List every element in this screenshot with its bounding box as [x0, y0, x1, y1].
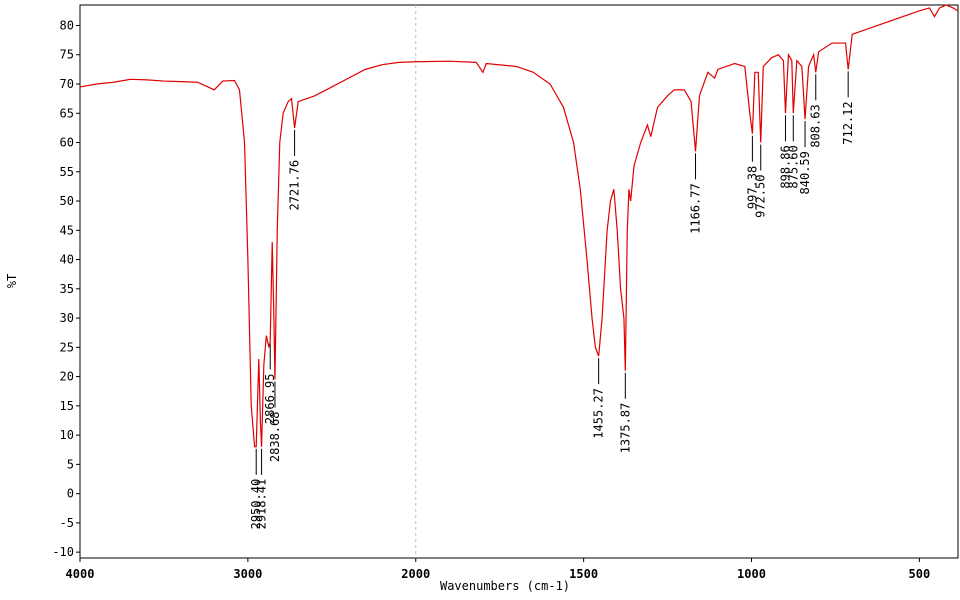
- y-tick-label: 15: [60, 399, 74, 413]
- y-tick-label: -5: [60, 516, 74, 530]
- y-tick-label: 65: [60, 106, 74, 120]
- peak-label: 997.38: [745, 166, 759, 209]
- y-tick-label: 55: [60, 165, 74, 179]
- plot-frame: [79, 4, 959, 559]
- y-tick-label: 80: [60, 18, 74, 32]
- peak-label: 2838.68: [268, 412, 282, 463]
- peak-label: 898.86: [778, 145, 792, 188]
- y-tick-label: 5: [67, 457, 74, 471]
- x-tick-label: 500: [909, 567, 931, 581]
- y-tick-label: 0: [67, 487, 74, 501]
- peak-label: 1375.87: [618, 403, 632, 454]
- peak-label: 840.59: [798, 151, 812, 194]
- y-tick-label: 60: [60, 136, 74, 150]
- peak-label: 1455.27: [592, 388, 606, 439]
- peak-label: 712.12: [841, 101, 855, 144]
- y-tick-label: 30: [60, 311, 74, 325]
- y-tick-label: 25: [60, 340, 74, 354]
- peak-label: 2866.95: [263, 373, 277, 424]
- y-tick-label: 35: [60, 282, 74, 296]
- y-tick-label: 20: [60, 370, 74, 384]
- peak-label: 972.50: [754, 175, 768, 218]
- y-tick-label: 70: [60, 77, 74, 91]
- peak-label: 2950.40: [249, 479, 263, 530]
- y-tick-label: 40: [60, 253, 74, 267]
- peak-label: 1166.77: [689, 183, 703, 234]
- x-tick-label: 1000: [737, 567, 766, 581]
- peak-label: 2721.76: [288, 160, 302, 211]
- y-tick-label: 50: [60, 194, 74, 208]
- y-axis-title: %T: [5, 274, 19, 288]
- x-tick-label: 2000: [401, 567, 430, 581]
- peak-label: 2918.41: [255, 479, 269, 530]
- y-tick-label: 45: [60, 223, 74, 237]
- x-tick-label: 4000: [66, 567, 95, 581]
- peak-label: 875.60: [786, 145, 800, 188]
- spectrum-line: [79, 4, 959, 448]
- x-axis-title: Wavenumbers (cm-1): [440, 579, 570, 593]
- x-tick-label: 1500: [569, 567, 598, 581]
- y-tick-label: -10: [52, 545, 74, 559]
- y-tick-label: 75: [60, 48, 74, 62]
- y-tick-label: 10: [60, 428, 74, 442]
- peak-label: 808.63: [809, 104, 823, 147]
- x-tick-label: 3000: [233, 567, 262, 581]
